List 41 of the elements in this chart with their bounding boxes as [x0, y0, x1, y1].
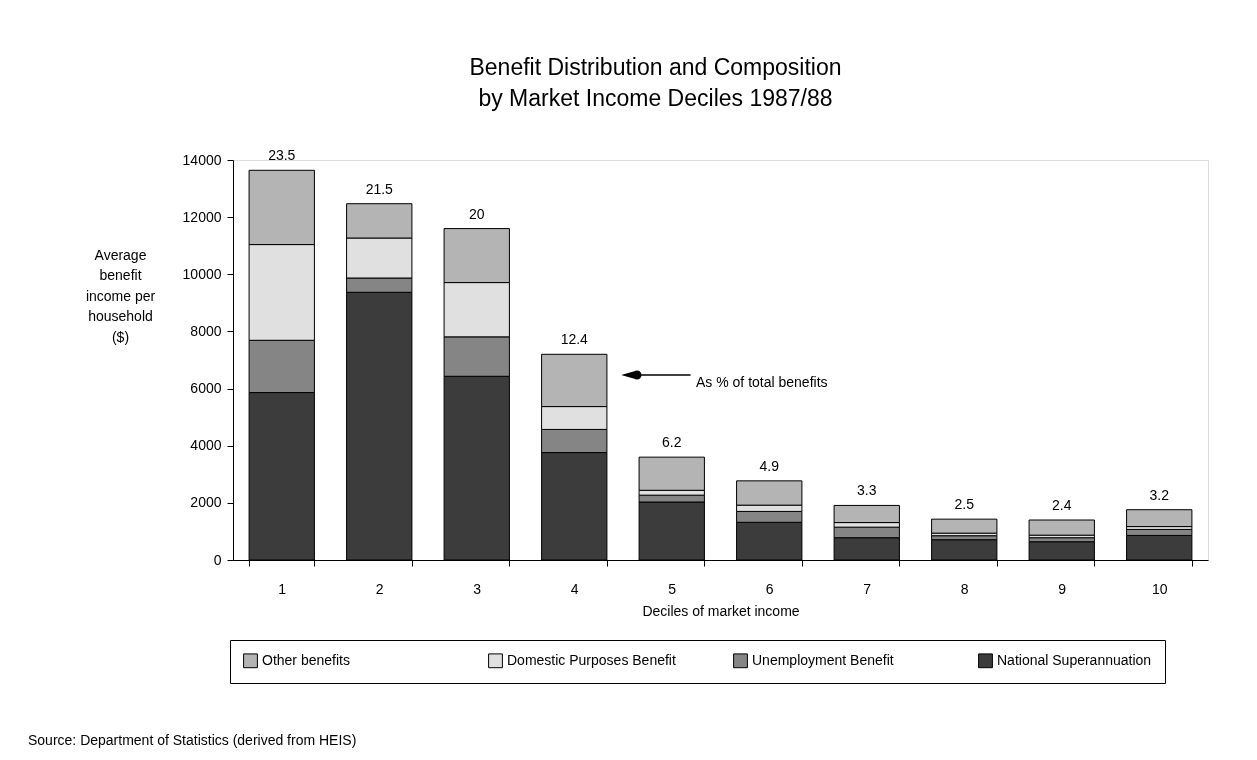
annotation: 20 — [468, 205, 485, 222]
y-tick-label: 12000 — [182, 208, 222, 225]
y-axis-title: Average benefit income per household ($) — [85, 246, 156, 345]
chart-title: Benefit Distribution and Composition by Market Income Deciles 1987/88 — [469, 54, 842, 112]
annotation: 4.9 — [759, 457, 780, 474]
annotation: 2.4 — [1052, 497, 1072, 513]
annotation: 6.2 — [662, 434, 682, 451]
x-tick-label: 2 — [375, 580, 384, 597]
x-tick-label: 3 — [473, 580, 482, 597]
bar — [931, 518, 998, 534]
y-tick-label: 4000 — [190, 437, 222, 454]
legend-label: National Superannuation — [997, 651, 1152, 668]
annotation: 23.5 — [268, 147, 296, 164]
x-tick-label: 6 — [765, 580, 774, 597]
annotation: 3.3 — [857, 482, 877, 499]
annotation: 2.5 — [954, 496, 975, 513]
y-tick-label: 2000 — [190, 494, 222, 511]
x-tick-label: 4 — [570, 580, 579, 597]
source-note: Source: Department of Statistics (derived from HEIS) — [28, 732, 357, 748]
x-tick-label: 7 — [863, 580, 872, 597]
x-axis-title: Deciles of market income — [642, 602, 800, 619]
y-tick-label: 14000 — [182, 151, 222, 168]
x-tick-label: 9 — [1058, 580, 1067, 597]
y-tick-label: 6000 — [190, 380, 222, 397]
legend-label: Other benefits — [262, 651, 350, 668]
legend-label: Unemployment Benefit — [752, 651, 894, 668]
x-tick-label: 1 — [278, 580, 287, 597]
bar — [1126, 509, 1193, 528]
y-tick-label: 0 — [213, 551, 222, 568]
x-tick-label: 5 — [668, 580, 677, 597]
x-tick-label: 8 — [960, 580, 969, 597]
annotation: 21.5 — [365, 180, 394, 197]
annotation: As % of total benefits — [696, 374, 828, 390]
annotation: 12.4 — [560, 331, 589, 348]
x-tick-label: 10 — [1151, 580, 1168, 597]
legend-label: Domestic Purposes Benefit — [507, 651, 676, 668]
bar — [1028, 519, 1095, 536]
bar — [833, 504, 900, 524]
annotation: 3.2 — [1149, 486, 1170, 503]
y-tick-label: 10000 — [182, 265, 222, 282]
y-tick-label: 8000 — [190, 322, 222, 339]
